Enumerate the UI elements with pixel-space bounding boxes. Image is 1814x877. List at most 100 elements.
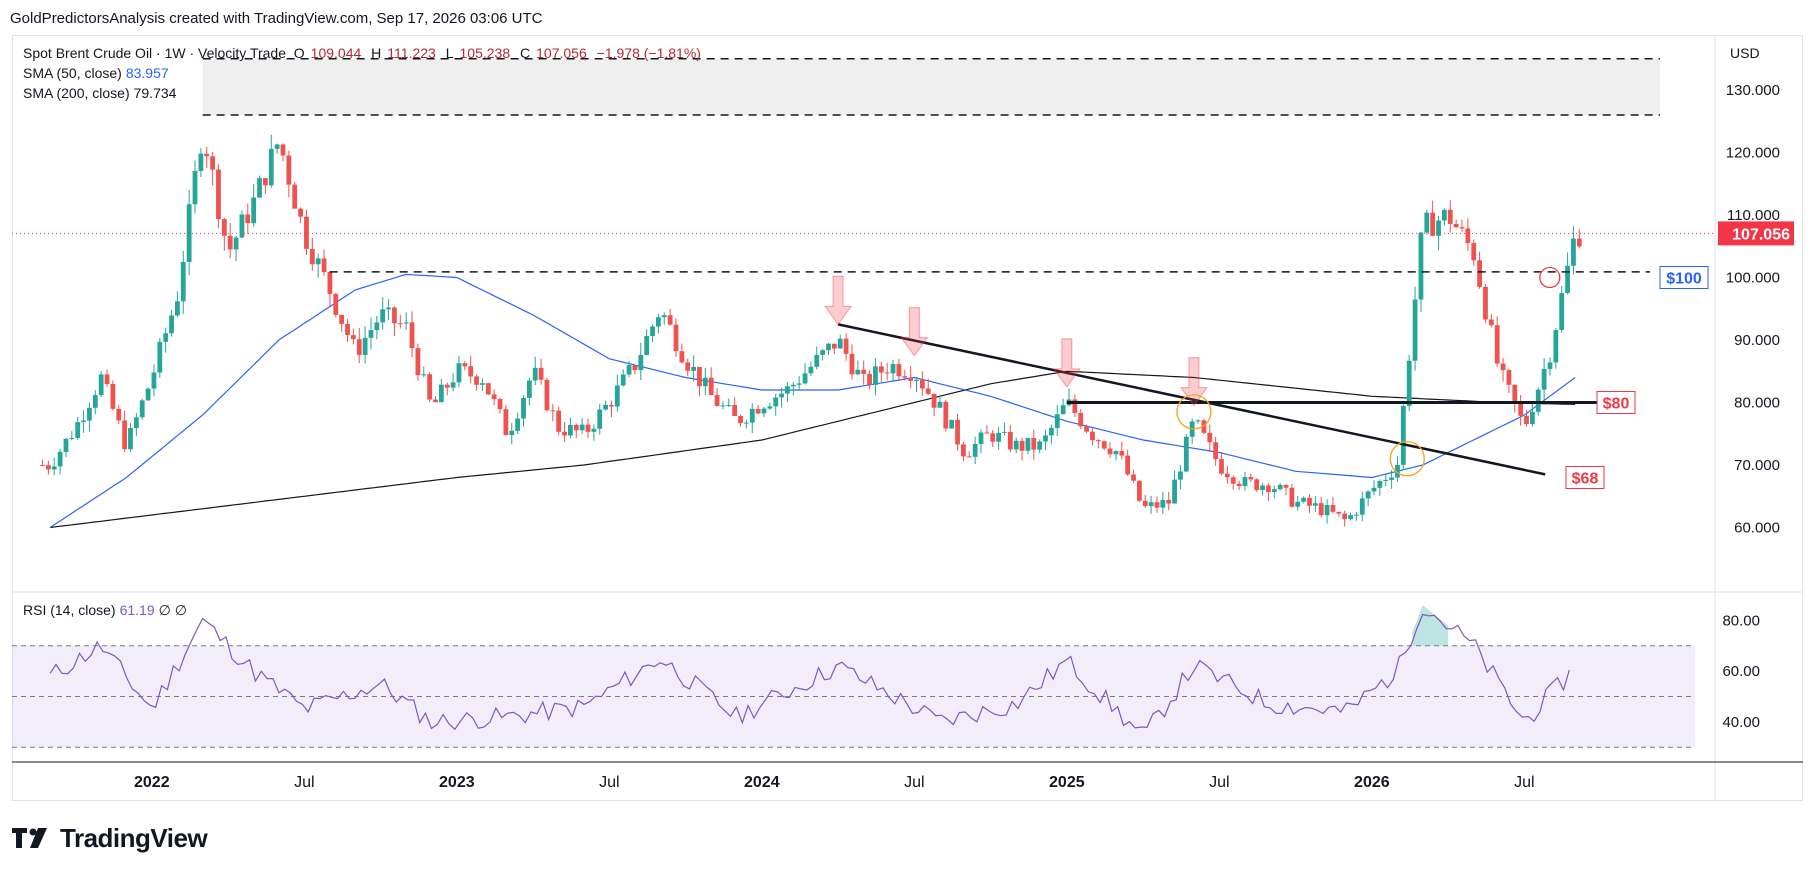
candle[interactable] xyxy=(497,397,503,414)
candle[interactable] xyxy=(339,314,345,332)
candle[interactable] xyxy=(1154,496,1160,513)
candle[interactable] xyxy=(1025,438,1031,455)
candle[interactable] xyxy=(1043,429,1048,450)
candle[interactable] xyxy=(837,334,843,349)
candle[interactable] xyxy=(1148,495,1154,514)
candle[interactable] xyxy=(480,378,485,391)
candle[interactable] xyxy=(714,388,720,407)
candle[interactable] xyxy=(579,418,585,434)
candle[interactable] xyxy=(233,235,239,262)
sma50-legend[interactable]: SMA (50, close) 83.957 xyxy=(23,65,169,81)
candle[interactable] xyxy=(292,182,298,209)
candle[interactable] xyxy=(972,436,978,464)
candle[interactable] xyxy=(69,430,75,441)
candle[interactable] xyxy=(1119,441,1125,460)
candle[interactable] xyxy=(1412,286,1418,371)
candle[interactable] xyxy=(1289,483,1295,508)
candle[interactable] xyxy=(57,449,63,475)
candle[interactable] xyxy=(433,396,438,403)
candle[interactable] xyxy=(931,393,937,417)
candle[interactable] xyxy=(1101,440,1107,451)
candle[interactable] xyxy=(1183,434,1189,473)
candle[interactable] xyxy=(98,371,104,398)
down-arrow-marker[interactable] xyxy=(824,275,853,326)
candle[interactable] xyxy=(1095,439,1101,449)
candle[interactable] xyxy=(186,189,192,276)
candle[interactable] xyxy=(626,361,632,378)
candle[interactable] xyxy=(1125,449,1131,476)
candle[interactable] xyxy=(1224,465,1230,484)
candle[interactable] xyxy=(1266,483,1271,501)
candle[interactable] xyxy=(1459,219,1465,232)
candle[interactable] xyxy=(1195,419,1201,424)
candle[interactable] xyxy=(274,143,280,154)
candle[interactable] xyxy=(843,333,849,361)
candle[interactable] xyxy=(1354,512,1359,521)
candle[interactable] xyxy=(585,418,591,438)
candle[interactable] xyxy=(1389,469,1395,489)
candle[interactable] xyxy=(984,425,990,434)
candle[interactable] xyxy=(808,361,814,377)
candle[interactable] xyxy=(503,404,509,436)
candle[interactable] xyxy=(1488,313,1494,328)
candle[interactable] xyxy=(286,150,292,198)
candle[interactable] xyxy=(884,362,890,381)
candle[interactable] xyxy=(133,412,139,437)
candle[interactable] xyxy=(1136,480,1142,502)
candle[interactable] xyxy=(210,151,216,186)
candle[interactable] xyxy=(855,360,861,376)
candle[interactable] xyxy=(1207,424,1213,451)
candle[interactable] xyxy=(1107,442,1113,458)
candle[interactable] xyxy=(544,377,550,412)
candle[interactable] xyxy=(1483,284,1488,324)
candle[interactable] xyxy=(474,374,479,391)
candle[interactable] xyxy=(427,372,433,402)
candle[interactable] xyxy=(1260,482,1265,496)
candle[interactable] xyxy=(1271,485,1277,499)
candle[interactable] xyxy=(902,369,908,381)
candle[interactable] xyxy=(726,398,732,407)
candle[interactable] xyxy=(345,319,350,343)
candle[interactable] xyxy=(1031,429,1037,460)
candle[interactable] xyxy=(632,364,638,375)
candle[interactable] xyxy=(785,382,790,403)
candle[interactable] xyxy=(397,314,403,329)
price-level-label-box[interactable] xyxy=(1659,266,1709,289)
candle[interactable] xyxy=(1418,232,1424,312)
candle[interactable] xyxy=(1230,475,1236,490)
candle[interactable] xyxy=(1441,208,1447,226)
candle[interactable] xyxy=(767,402,773,410)
candle[interactable] xyxy=(1371,480,1377,496)
candle[interactable] xyxy=(198,148,204,178)
candle[interactable] xyxy=(175,291,180,318)
candle[interactable] xyxy=(1084,424,1089,434)
candle[interactable] xyxy=(1395,456,1400,482)
candle[interactable] xyxy=(1013,437,1019,454)
candle[interactable] xyxy=(180,250,186,314)
candle[interactable] xyxy=(1277,482,1283,491)
candle[interactable] xyxy=(368,317,374,350)
sma200-legend[interactable]: SMA (200, close) 79.734 xyxy=(23,85,176,101)
candle[interactable] xyxy=(1254,478,1260,492)
candle[interactable] xyxy=(1506,368,1512,393)
candle[interactable] xyxy=(591,424,597,441)
candle[interactable] xyxy=(1336,511,1342,517)
candle[interactable] xyxy=(655,313,661,334)
candle[interactable] xyxy=(1113,450,1119,461)
candle[interactable] xyxy=(720,401,726,410)
candle[interactable] xyxy=(937,394,943,408)
candle[interactable] xyxy=(925,378,931,395)
price-level-label-box[interactable] xyxy=(1565,466,1605,489)
candle[interactable] xyxy=(350,328,356,345)
price-level-label-box[interactable] xyxy=(1596,391,1636,414)
candle[interactable] xyxy=(1037,439,1043,454)
candle[interactable] xyxy=(1424,209,1430,235)
candle[interactable] xyxy=(1383,473,1389,487)
currency-label[interactable]: USD xyxy=(1730,45,1760,61)
breakout-circle[interactable] xyxy=(1389,441,1425,477)
candle[interactable] xyxy=(861,360,867,385)
candle[interactable] xyxy=(526,377,532,406)
candle[interactable] xyxy=(122,410,128,452)
candle[interactable] xyxy=(908,365,914,389)
candle[interactable] xyxy=(1318,496,1324,518)
